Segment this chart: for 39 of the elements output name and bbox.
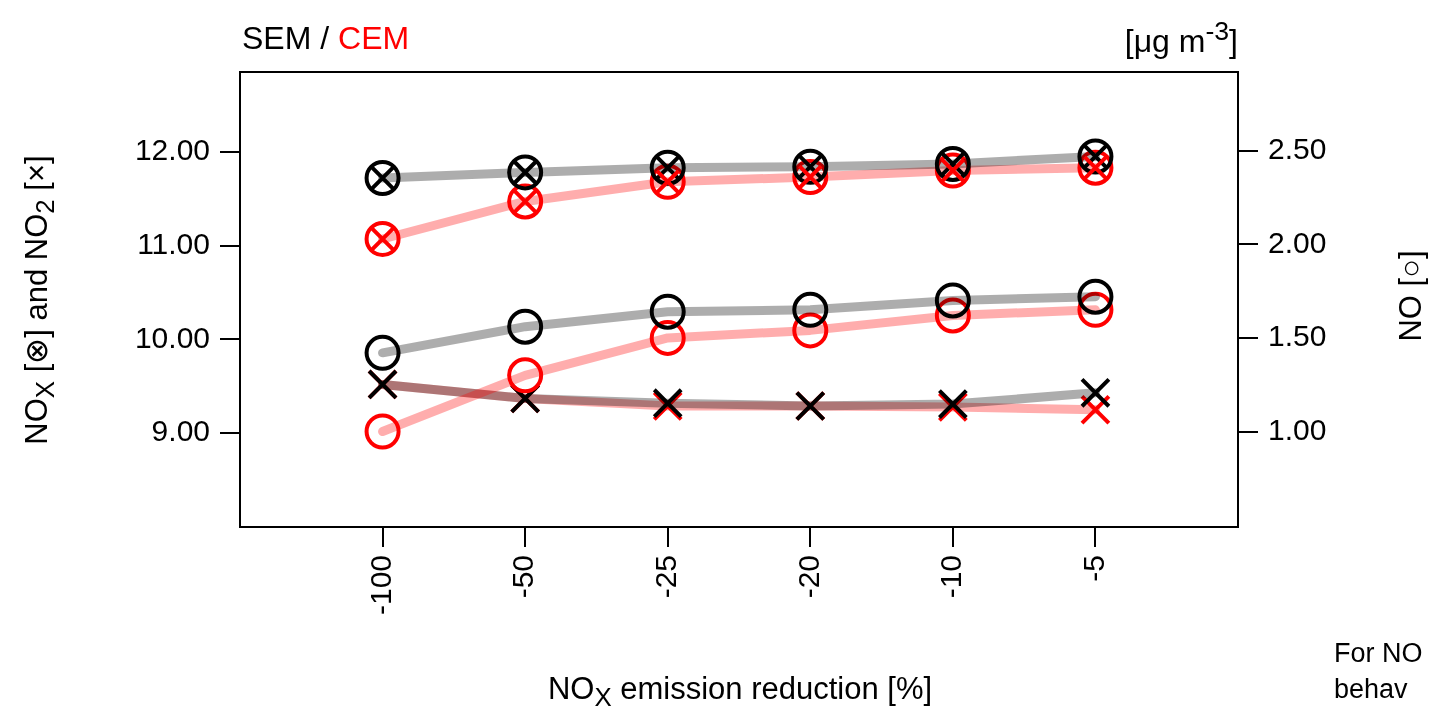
text: [μg m$^{-3}$] [1124,16,1238,59]
x-tick-label: -25 [648,555,682,599]
point [507,308,544,345]
x-tick-label: -50 [506,555,540,599]
x-tick-label: -100 [363,555,397,616]
y-tick-label: 9.00 [151,414,210,448]
point [792,291,829,328]
y-tick-label: 12.00 [134,133,210,167]
y-tick-label: 11.00 [137,226,210,260]
point [934,145,971,182]
point [649,293,686,330]
point [792,312,829,349]
point [507,154,544,191]
point [934,282,971,319]
y2-tick-label: 2.00 [1268,225,1327,259]
y2-tick-label: 1.50 [1268,319,1327,353]
point [364,334,401,371]
y2-tick-label: 2.50 [1268,131,1327,165]
point [507,183,544,220]
point [649,319,686,356]
point [1077,138,1114,175]
y2-tick-label: 1.00 [1268,412,1327,446]
point [934,297,971,334]
y-tick-label: 10.00 [134,320,210,354]
point [649,149,686,186]
point [507,357,544,394]
text: For NO [1334,638,1423,668]
x-tick-label: -10 [934,555,968,599]
point [364,220,401,257]
x-tick-label: -5 [1076,555,1110,582]
x-tick-label: -20 [791,555,825,599]
chart-title: SEM / CEM [242,20,410,56]
point [1079,377,1111,409]
y2-axis-title: NO [○] [1392,250,1428,342]
point [364,160,401,197]
point [364,413,401,450]
text: behav [1334,674,1408,704]
point [1077,278,1114,315]
x-axis-title: NO$_{X}$ emission reduction [%] [547,670,933,712]
